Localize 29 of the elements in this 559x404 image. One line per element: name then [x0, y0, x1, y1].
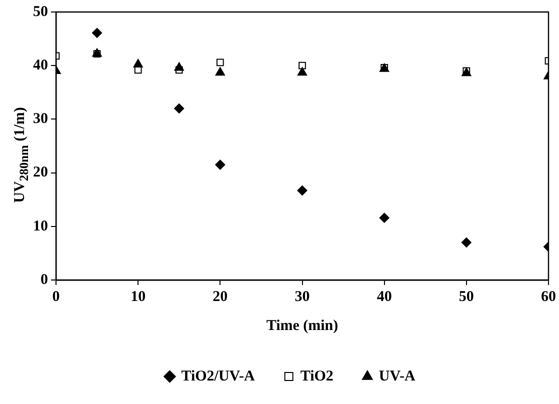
x-tick-label: 40	[376, 288, 392, 305]
point	[215, 67, 225, 76]
y-tick-label: 30	[33, 111, 48, 128]
legend-label: UV-A	[378, 368, 416, 384]
point	[297, 185, 308, 196]
point	[461, 237, 472, 248]
point	[298, 62, 306, 70]
y-tick-label: 20	[33, 164, 48, 181]
legend-label: TiO2	[300, 368, 334, 384]
point	[297, 67, 308, 76]
legend-label: TiO2/UV-A	[181, 368, 255, 384]
x-tick-label: 10	[130, 288, 146, 305]
point	[133, 59, 143, 68]
y-tick-label: 10	[33, 218, 48, 234]
x-tick-label: 20	[212, 288, 228, 305]
x-tick-label: 60	[541, 288, 556, 305]
point	[216, 58, 224, 66]
point	[92, 28, 102, 38]
point	[174, 103, 184, 114]
x-tick-label: 30	[294, 288, 310, 305]
y-tick-label: 40	[33, 57, 48, 74]
x-tick-label: 50	[458, 288, 474, 305]
point	[379, 212, 390, 223]
y-tick-label: 0	[40, 272, 48, 288]
point	[215, 160, 226, 170]
x-axis-title: Time (min)	[266, 318, 338, 334]
point	[174, 62, 184, 71]
x-tick-label: 0	[52, 288, 60, 305]
y-tick-label: 50	[33, 4, 48, 20]
